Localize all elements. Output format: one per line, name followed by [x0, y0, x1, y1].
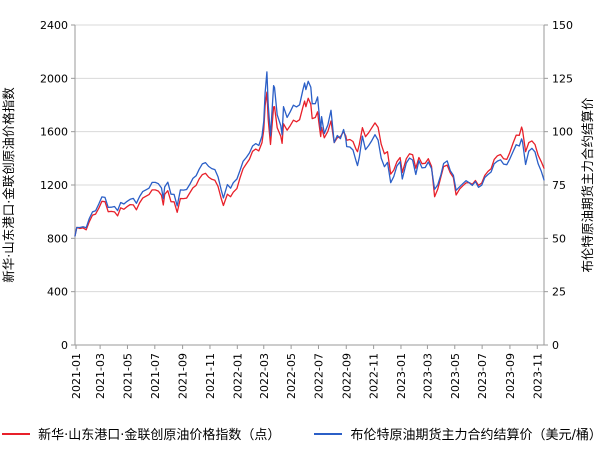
x-axis-tick-label: 2021-11	[204, 353, 217, 399]
right-axis-tick-label: 75	[552, 179, 566, 192]
x-axis-tick-label: 2022-05	[285, 353, 298, 399]
left-axis-tick-label: 2000	[40, 72, 68, 85]
right-axis-tick-label: 25	[552, 286, 566, 299]
series-lines	[74, 71, 545, 237]
legend-label-index: 新华·山东港口·金联创原油价格指数（点）	[38, 428, 281, 443]
x-axis-tick-label: 2021-05	[121, 353, 134, 399]
x-axis-tick-label: 2021-01	[70, 353, 83, 399]
right-axis-tick-label: 150	[552, 19, 573, 32]
gridlines	[75, 24, 544, 293]
series-line-right	[74, 71, 545, 237]
x-axis-tick-label: 2022-07	[312, 353, 325, 399]
x-axis-tick-label: 2023-01	[395, 353, 408, 399]
left-axis-tick-labels: 0 400 800 1200 1600 2000 2400	[40, 19, 68, 352]
x-axis-tick-label: 2021-03	[94, 353, 107, 399]
right-axis-tick-label: 125	[552, 72, 573, 85]
axes	[71, 24, 548, 349]
price-chart-canvas: 0 400 800 1200 1600 2000 2400 0 25 50 75 100 125 150…	[1, 19, 595, 399]
left-axis-tick-label: 1200	[40, 179, 68, 192]
right-axis-title: 布伦特原油期货主力合约结算价	[580, 97, 595, 273]
red-line-swatch-icon	[2, 432, 31, 435]
x-axis-tick-label: 2022-01	[231, 353, 244, 399]
blue-line-swatch-icon	[314, 432, 343, 435]
chart-legend: 新华·山东港口·金联创原油价格指数（点） 布伦特原油期货主力合约结算价（美元/桶…	[0, 414, 604, 453]
right-axis-tick-label: 100	[552, 126, 573, 139]
x-axis-tick-label: 2021-07	[149, 353, 162, 399]
left-axis-tick-label: 2400	[40, 19, 68, 32]
x-axis-tick-label: 2022-09	[340, 353, 353, 399]
legend-item-index: 新华·山东港口·金联创原油价格指数（点）	[2, 424, 280, 443]
right-axis-tick-label: 0	[552, 339, 559, 352]
x-axis-tick-labels: 2021-01 2021-03 2021-05 2021-07 2021-09 2021-…	[70, 353, 544, 399]
x-axis-tick-label: 2023-03	[421, 353, 434, 399]
left-axis-tick-label: 1600	[40, 126, 68, 139]
x-axis-tick-label: 2023-05	[449, 353, 462, 399]
x-axis-tick-label: 2023-07	[476, 353, 489, 399]
left-axis-tick-label: 0	[61, 339, 68, 352]
x-axis-tick-label: 2023-09	[504, 353, 517, 399]
series-line-left	[74, 91, 545, 237]
x-axis-tick-label: 2022-03	[258, 353, 271, 399]
left-axis-tick-label: 800	[47, 232, 68, 245]
legend-item-brent: 布伦特原油期货主力合约结算价（美元/桶）	[314, 424, 602, 443]
left-axis-tick-label: 400	[47, 286, 68, 299]
x-axis-tick-label: 2022-11	[368, 353, 381, 399]
right-axis-tick-labels: 0 25 50 75 100 125 150	[552, 19, 573, 352]
right-axis-tick-label: 50	[552, 232, 566, 245]
x-axis-tick-label: 2023-11	[531, 353, 544, 399]
left-axis-title: 新华·山东港口·金联创原油价格指数	[1, 87, 16, 283]
x-axis-tick-label: 2021-09	[177, 353, 190, 399]
legend-label-brent: 布伦特原油期货主力合约结算价（美元/桶）	[350, 428, 602, 443]
